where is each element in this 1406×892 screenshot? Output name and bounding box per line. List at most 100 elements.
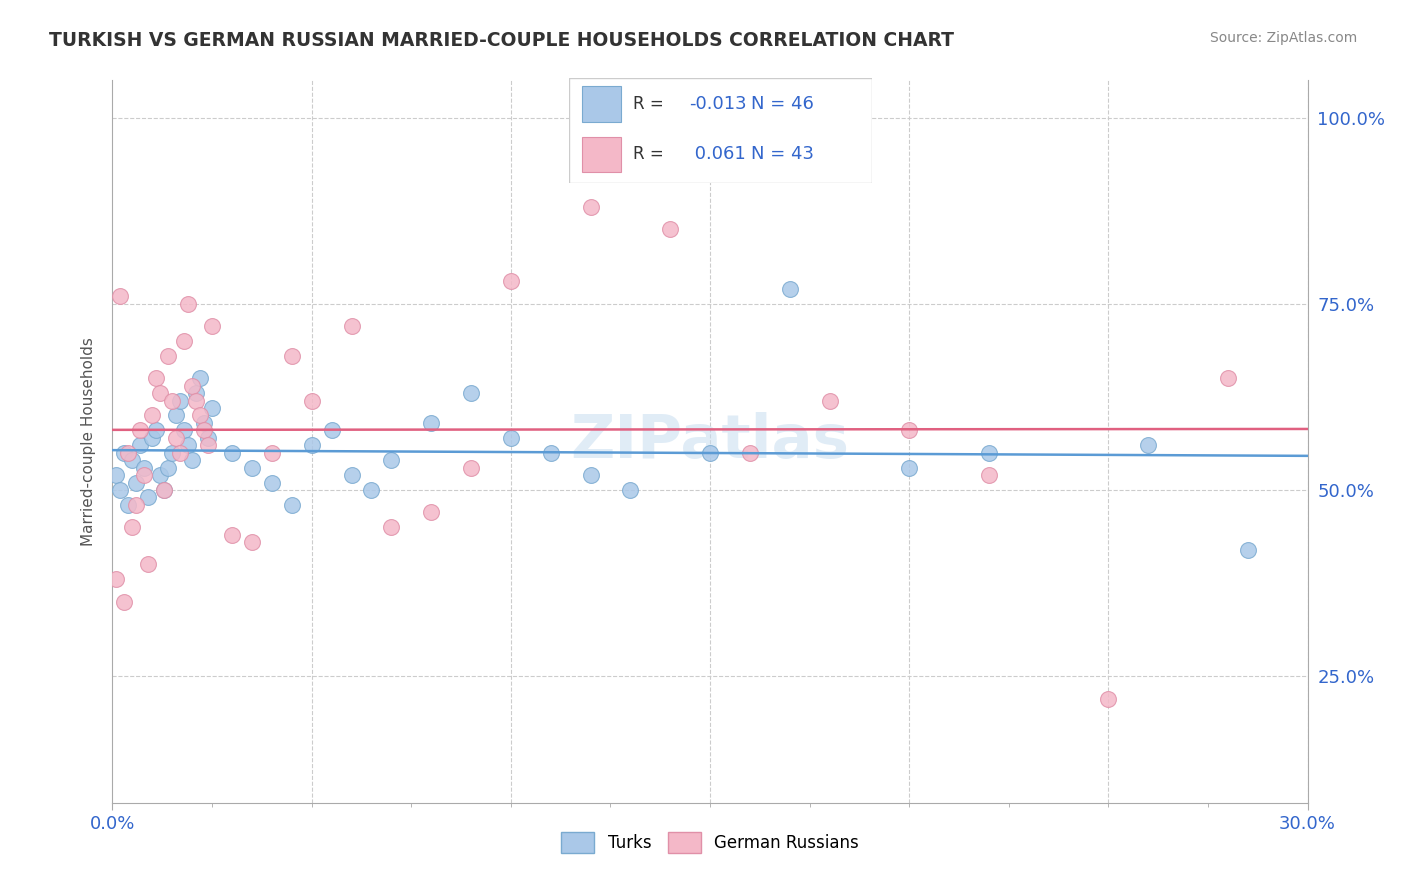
Point	[977, 468, 1000, 483]
Text: N = 46: N = 46	[751, 95, 814, 113]
Point	[188, 409, 211, 423]
Point	[157, 460, 180, 475]
Text: N = 43: N = 43	[751, 145, 814, 163]
Point	[138, 558, 160, 572]
Point	[169, 446, 191, 460]
Y-axis label: Married-couple Households: Married-couple Households	[80, 337, 96, 546]
Point	[165, 409, 187, 423]
Text: R =: R =	[633, 145, 669, 163]
Point	[420, 505, 443, 519]
Point	[177, 297, 200, 311]
Point	[460, 386, 482, 401]
Point	[460, 460, 482, 475]
Point	[186, 393, 208, 408]
Legend: Turks, German Russians: Turks, German Russians	[554, 826, 866, 860]
Point	[110, 289, 132, 303]
Point	[240, 460, 263, 475]
Point	[149, 386, 172, 401]
Text: -0.013: -0.013	[689, 95, 747, 113]
Point	[129, 438, 152, 452]
Point	[301, 438, 323, 452]
Point	[173, 334, 195, 348]
Point	[779, 282, 801, 296]
Point	[360, 483, 382, 497]
Point	[260, 446, 283, 460]
Point	[117, 446, 139, 460]
Point	[145, 371, 167, 385]
Point	[188, 371, 211, 385]
Text: ZIPatlas: ZIPatlas	[571, 412, 849, 471]
Point	[141, 431, 163, 445]
Point	[165, 431, 187, 445]
Point	[181, 378, 204, 392]
Point	[201, 401, 224, 415]
Point	[153, 483, 176, 497]
Point	[197, 431, 219, 445]
Text: TURKISH VS GERMAN RUSSIAN MARRIED-COUPLE HOUSEHOLDS CORRELATION CHART: TURKISH VS GERMAN RUSSIAN MARRIED-COUPLE…	[49, 31, 955, 50]
Point	[169, 393, 191, 408]
Point	[818, 393, 841, 408]
Text: Source: ZipAtlas.com: Source: ZipAtlas.com	[1209, 31, 1357, 45]
Point	[121, 453, 143, 467]
Point	[619, 483, 641, 497]
Point	[281, 349, 304, 363]
Text: 0.061: 0.061	[689, 145, 745, 163]
Point	[125, 475, 148, 490]
Point	[579, 200, 602, 214]
Point	[125, 498, 148, 512]
Bar	[582, 86, 621, 122]
Point	[1097, 691, 1119, 706]
Point	[380, 453, 402, 467]
Point	[138, 491, 160, 505]
Point	[110, 483, 132, 497]
Point	[499, 274, 522, 288]
Point	[114, 446, 135, 460]
Point	[1137, 438, 1160, 452]
Point	[1216, 371, 1239, 385]
Point	[281, 498, 304, 512]
Point	[260, 475, 283, 490]
Point	[499, 431, 522, 445]
Point	[186, 386, 208, 401]
Point	[1237, 542, 1260, 557]
Point	[221, 446, 243, 460]
Point	[177, 438, 200, 452]
Point	[145, 423, 167, 437]
Point	[193, 416, 215, 430]
Point	[738, 446, 761, 460]
Point	[114, 595, 135, 609]
Point	[129, 423, 152, 437]
Point	[157, 349, 180, 363]
Point	[162, 446, 183, 460]
Bar	[582, 136, 621, 172]
Point	[134, 468, 156, 483]
Point	[197, 438, 219, 452]
Point	[105, 468, 128, 483]
Point	[149, 468, 172, 483]
Point	[659, 222, 682, 236]
Point	[380, 520, 402, 534]
Point	[977, 446, 1000, 460]
Point	[699, 446, 721, 460]
Point	[540, 446, 562, 460]
Point	[898, 423, 921, 437]
Point	[134, 460, 156, 475]
Point	[240, 535, 263, 549]
Text: R =: R =	[633, 95, 669, 113]
Point	[181, 453, 204, 467]
Point	[340, 319, 363, 334]
Point	[420, 416, 443, 430]
Point	[153, 483, 176, 497]
Point	[141, 409, 163, 423]
Point	[301, 393, 323, 408]
Point	[221, 527, 243, 541]
Point	[201, 319, 224, 334]
Point	[105, 572, 128, 586]
Point	[117, 498, 139, 512]
Point	[579, 468, 602, 483]
Point	[898, 460, 921, 475]
Point	[162, 393, 183, 408]
Point	[321, 423, 343, 437]
Point	[193, 423, 215, 437]
Point	[340, 468, 363, 483]
